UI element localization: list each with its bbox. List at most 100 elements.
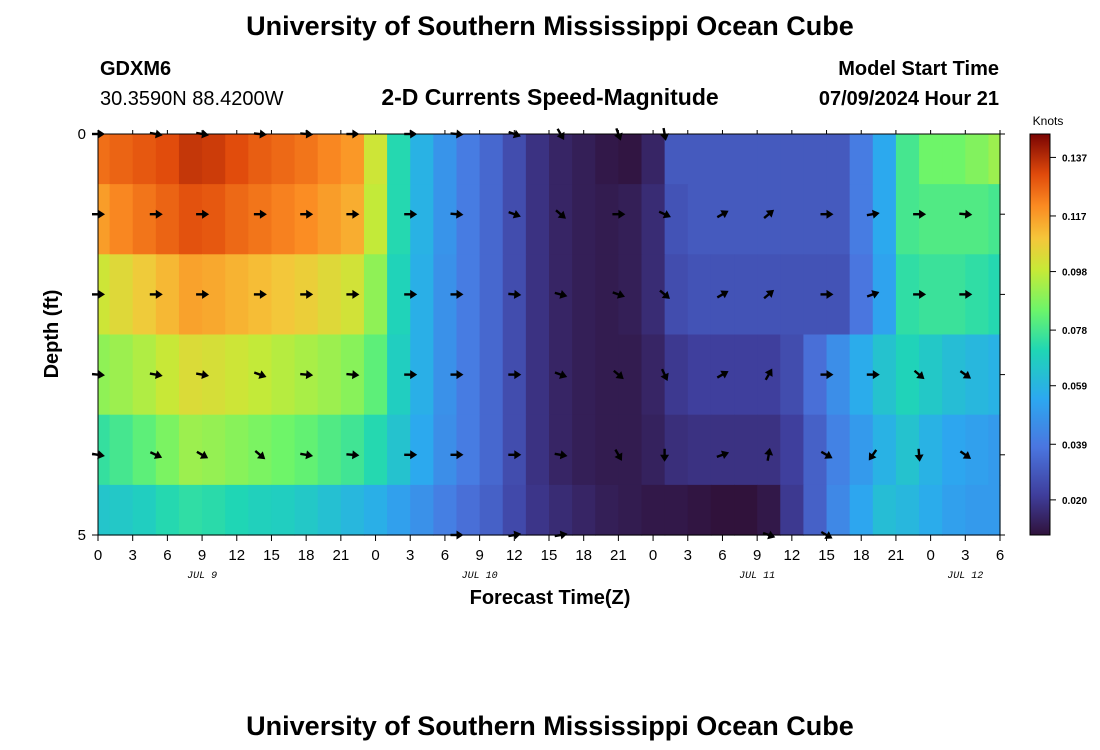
current-arrow xyxy=(716,370,729,379)
heatmap-cell xyxy=(988,184,1001,255)
heatmap-cell xyxy=(942,484,966,536)
heatmap-cell xyxy=(826,134,851,185)
arrow-head xyxy=(456,209,464,219)
current-vectors xyxy=(91,127,973,540)
x-day-label: JUL 10 xyxy=(462,571,498,582)
heatmap-cell xyxy=(178,254,203,336)
current-arrow xyxy=(149,289,163,299)
current-arrow xyxy=(508,450,522,460)
heatmap-cell xyxy=(734,254,758,336)
heatmap-cell xyxy=(942,134,966,185)
heatmap-cell xyxy=(826,184,851,255)
heatmap-cell xyxy=(132,134,157,185)
x-tick-label: 18 xyxy=(853,547,870,564)
heatmap-cell xyxy=(687,134,712,185)
current-arrow xyxy=(508,289,522,299)
heatmap-cell xyxy=(271,334,296,416)
heatmap-cell xyxy=(849,184,874,255)
arrow-head xyxy=(202,209,210,219)
x-tick-label: 15 xyxy=(541,547,558,564)
x-tick-label: 0 xyxy=(371,547,379,564)
y-tick-label: 5 xyxy=(78,527,86,544)
heatmap-cell xyxy=(618,334,643,416)
heatmap-cell xyxy=(780,484,805,536)
arrow-head xyxy=(352,209,360,219)
arrow-head xyxy=(914,454,924,462)
current-arrow xyxy=(764,368,773,381)
heatmap-cell xyxy=(942,184,966,255)
heatmap-cell xyxy=(895,134,920,185)
heatmap-cell xyxy=(803,134,828,185)
heatmap-cell xyxy=(734,134,758,185)
heatmap-cell xyxy=(919,484,943,536)
arrow-head xyxy=(352,450,360,460)
arrow-head xyxy=(456,370,464,380)
heatmap-cell xyxy=(895,414,920,486)
heatmap-cell xyxy=(664,134,689,185)
heatmap-cell xyxy=(202,484,226,536)
heatmap-cell xyxy=(433,414,458,486)
x-tick-label: 9 xyxy=(753,547,761,564)
heatmap-cells xyxy=(98,134,1001,536)
current-arrow xyxy=(820,289,834,299)
heatmap-cell xyxy=(109,414,134,486)
heatmap-cell xyxy=(549,184,573,255)
heatmap-cell xyxy=(919,254,943,336)
arrow-head xyxy=(98,209,105,219)
arrow-head xyxy=(720,210,729,219)
current-arrow xyxy=(820,370,834,380)
heatmap-cell xyxy=(248,414,273,486)
heatmap-cell xyxy=(502,184,527,255)
heatmap-cell xyxy=(965,134,990,185)
heatmap-cell xyxy=(595,334,619,416)
heatmap-cell xyxy=(641,254,666,336)
current-arrow xyxy=(554,370,568,379)
heatmap-cell xyxy=(803,334,828,416)
arrow-head xyxy=(964,209,973,219)
current-arrow xyxy=(763,289,775,300)
heatmap-cell xyxy=(595,414,619,486)
heatmap-cell xyxy=(225,484,249,536)
current-arrow xyxy=(716,450,730,460)
heatmap-cell xyxy=(618,414,643,486)
heatmap-cell xyxy=(340,134,365,185)
x-tick-label: 21 xyxy=(333,547,350,564)
current-arrow xyxy=(659,289,670,299)
heatmap-cell xyxy=(803,484,828,536)
arrow-head xyxy=(305,370,314,380)
arrow-head xyxy=(305,450,314,460)
heatmap-cell xyxy=(734,484,758,536)
x-tick-label: 21 xyxy=(888,547,905,564)
arrow-head xyxy=(660,133,670,141)
heatmap-cell xyxy=(155,484,180,536)
heatmap-cell xyxy=(248,184,273,255)
arrow-head xyxy=(306,289,314,299)
arrow-head xyxy=(826,370,834,380)
heatmap-cell xyxy=(202,134,226,185)
x-day-label: JUL 12 xyxy=(947,571,983,582)
heatmap-cell xyxy=(225,184,249,255)
heatmap-cell xyxy=(757,484,781,536)
heatmap-cell xyxy=(502,414,527,486)
current-arrow xyxy=(300,370,314,380)
arrow-head xyxy=(98,289,105,299)
arrow-head xyxy=(662,210,671,219)
colorbar xyxy=(1029,133,1051,536)
heatmap-cell xyxy=(363,414,388,486)
heatmap-cell xyxy=(202,414,226,486)
heatmap-cell xyxy=(248,484,273,536)
heatmap-cell xyxy=(988,334,1001,416)
current-arrow xyxy=(450,450,464,460)
x-tick-label: 21 xyxy=(610,547,627,564)
heatmap-cell xyxy=(872,134,897,185)
heatmap-cell xyxy=(595,484,619,536)
heatmap-cell xyxy=(178,414,203,486)
current-arrow xyxy=(554,450,568,460)
arrow-head xyxy=(97,370,105,380)
heatmap-cell xyxy=(618,134,643,185)
heatmap-cell xyxy=(132,254,157,336)
colorbar-unit-label: Knots xyxy=(1033,114,1064,128)
heatmap-cell xyxy=(271,184,296,255)
current-arrow xyxy=(764,447,774,461)
arrow-head xyxy=(97,450,105,460)
